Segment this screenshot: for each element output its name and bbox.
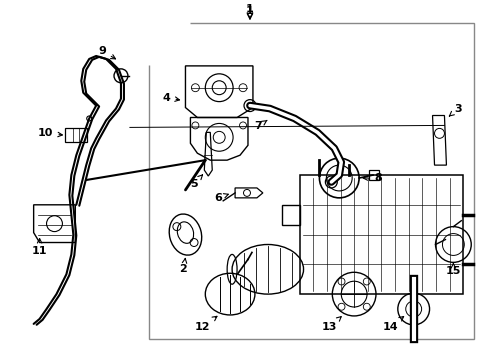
- Text: 1: 1: [246, 4, 254, 14]
- Bar: [369, 170, 379, 180]
- Text: 11: 11: [32, 239, 48, 256]
- Bar: [65, 129, 87, 142]
- Text: 2: 2: [180, 258, 187, 274]
- Text: 15: 15: [446, 263, 461, 276]
- Text: 5: 5: [190, 175, 202, 189]
- Text: 3: 3: [449, 104, 462, 116]
- Text: 14: 14: [383, 316, 404, 332]
- Text: 1: 1: [246, 6, 254, 16]
- Text: 7: 7: [254, 120, 267, 131]
- Text: 13: 13: [322, 316, 341, 332]
- Bar: [299, 175, 464, 294]
- Text: 12: 12: [195, 316, 217, 332]
- Text: 10: 10: [38, 129, 62, 138]
- Text: 8: 8: [363, 173, 382, 183]
- Text: 4: 4: [163, 93, 179, 103]
- Text: 9: 9: [98, 46, 116, 59]
- Text: 6: 6: [214, 193, 228, 203]
